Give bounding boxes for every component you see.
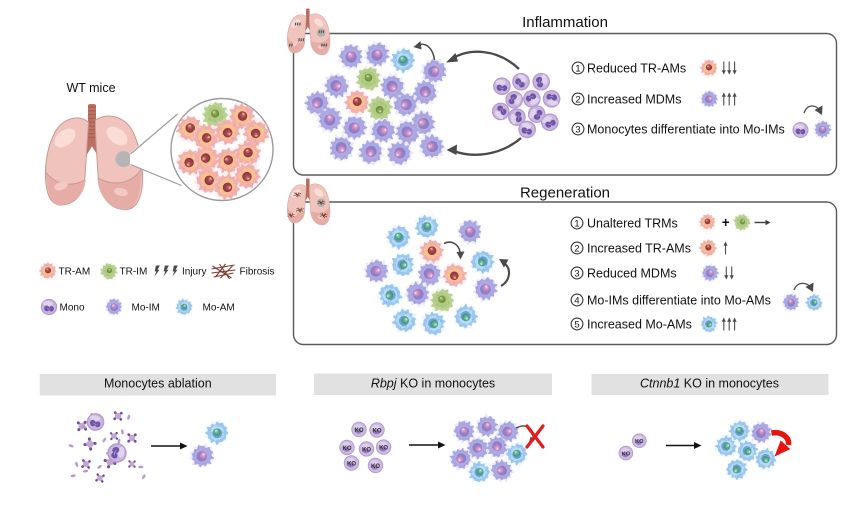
- svg-text:3: 3: [575, 124, 580, 134]
- svg-text:4: 4: [574, 295, 579, 305]
- svg-text:Mo-IM: Mo-IM: [132, 303, 160, 314]
- svg-text:Ctnnb1 KO in monocytes: Ctnnb1 KO in monocytes: [640, 377, 779, 391]
- svg-text:Rbpj KO in monocytes: Rbpj KO in monocytes: [371, 377, 495, 391]
- svg-text:1: 1: [575, 63, 580, 73]
- svg-text:2: 2: [575, 94, 580, 104]
- svg-text:Regeneration: Regeneration: [520, 185, 610, 202]
- svg-text:Mo-AM: Mo-AM: [203, 303, 235, 314]
- svg-text:TR-IM: TR-IM: [120, 267, 148, 278]
- svg-text:Mono: Mono: [60, 303, 85, 314]
- svg-text:2: 2: [574, 243, 579, 253]
- svg-text:Fibrosis: Fibrosis: [240, 267, 275, 278]
- svg-text:Reduced MDMs: Reduced MDMs: [587, 267, 677, 281]
- svg-text:1: 1: [574, 218, 579, 228]
- svg-text:Increased Mo-AMs: Increased Mo-AMs: [587, 318, 692, 332]
- svg-text:WT mice: WT mice: [66, 81, 115, 95]
- svg-text:Monocytes ablation: Monocytes ablation: [104, 377, 212, 391]
- svg-text:TR-AM: TR-AM: [59, 267, 91, 278]
- svg-text:Reduced TR-AMs: Reduced TR-AMs: [587, 62, 686, 76]
- svg-text:5: 5: [574, 319, 579, 329]
- svg-text:Injury: Injury: [182, 267, 206, 278]
- svg-text:Increased TR-AMs: Increased TR-AMs: [587, 242, 691, 256]
- svg-text:Inflammation: Inflammation: [522, 14, 608, 31]
- svg-text:Unaltered TRMs: Unaltered TRMs: [587, 217, 678, 231]
- svg-text:3: 3: [574, 268, 579, 278]
- svg-text:Increased MDMs: Increased MDMs: [587, 93, 681, 107]
- svg-text:Mo-IMs differentiate into Mo-A: Mo-IMs differentiate into Mo-AMs: [587, 294, 771, 308]
- svg-text:Monocytes differentiate into M: Monocytes differentiate into Mo-IMs: [587, 123, 785, 137]
- svg-text:+: +: [722, 215, 730, 230]
